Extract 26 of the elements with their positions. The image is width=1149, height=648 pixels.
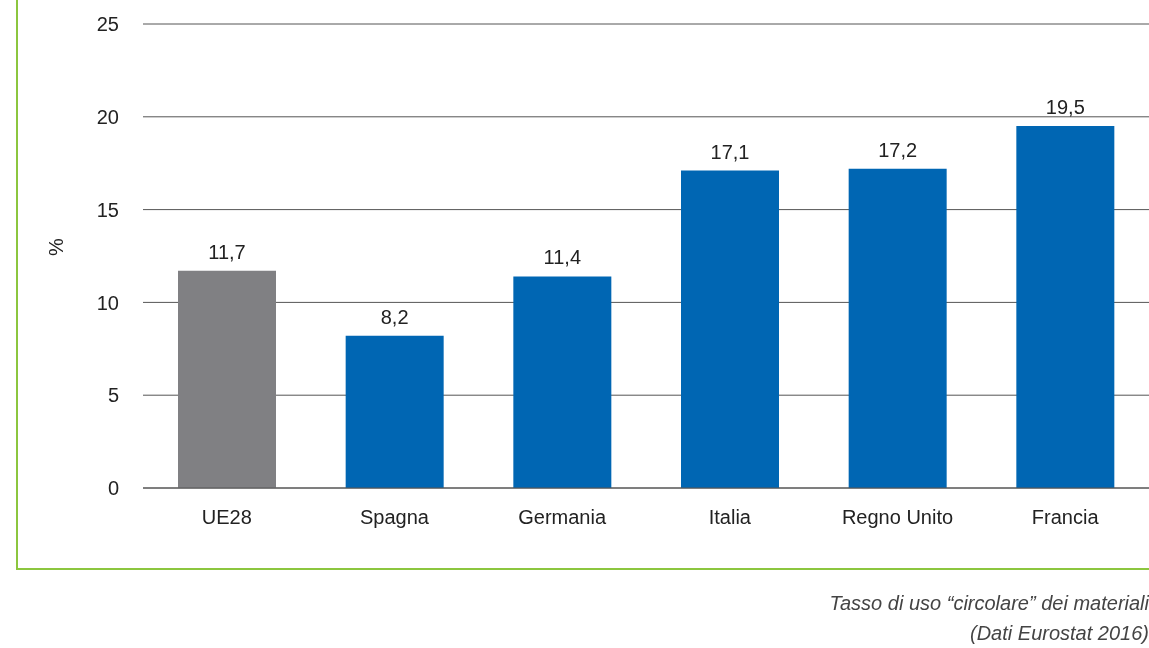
bar [513, 276, 612, 488]
bar [178, 270, 276, 488]
data-label: 8,2 [380, 305, 409, 328]
y-tick-label: 0 [107, 477, 119, 500]
x-tick-label: Francia [1031, 506, 1100, 529]
y-tick-label: 25 [96, 13, 119, 36]
y-axis-title: % [45, 238, 68, 256]
text: Tasso di uso “circolare” dei materiali (Dati Eurostat 2016) [829, 591, 1149, 646]
bar [345, 335, 444, 488]
y-tick-label: 10 [96, 291, 119, 314]
data-label: 11,4 [543, 246, 582, 269]
x-tick-label: Spagna [360, 506, 430, 529]
x-tick-label: Germania [518, 506, 607, 529]
data-label: 17,2 [878, 138, 918, 161]
y-tick-label: 5 [107, 384, 119, 407]
y-tick-label: 15 [96, 198, 119, 221]
y-tick-label: 20 [96, 105, 119, 128]
bar [848, 168, 947, 488]
x-tick-label: Italia [708, 506, 752, 529]
data-label: 11,7 [208, 240, 246, 263]
data-label: 19,5 [1045, 96, 1085, 119]
x-tick-label: Regno Unito [841, 506, 954, 529]
x-tick-label: UE28 [201, 506, 252, 529]
data-label: 17,1 [710, 140, 750, 163]
bar [681, 170, 779, 488]
bar [1016, 126, 1115, 488]
